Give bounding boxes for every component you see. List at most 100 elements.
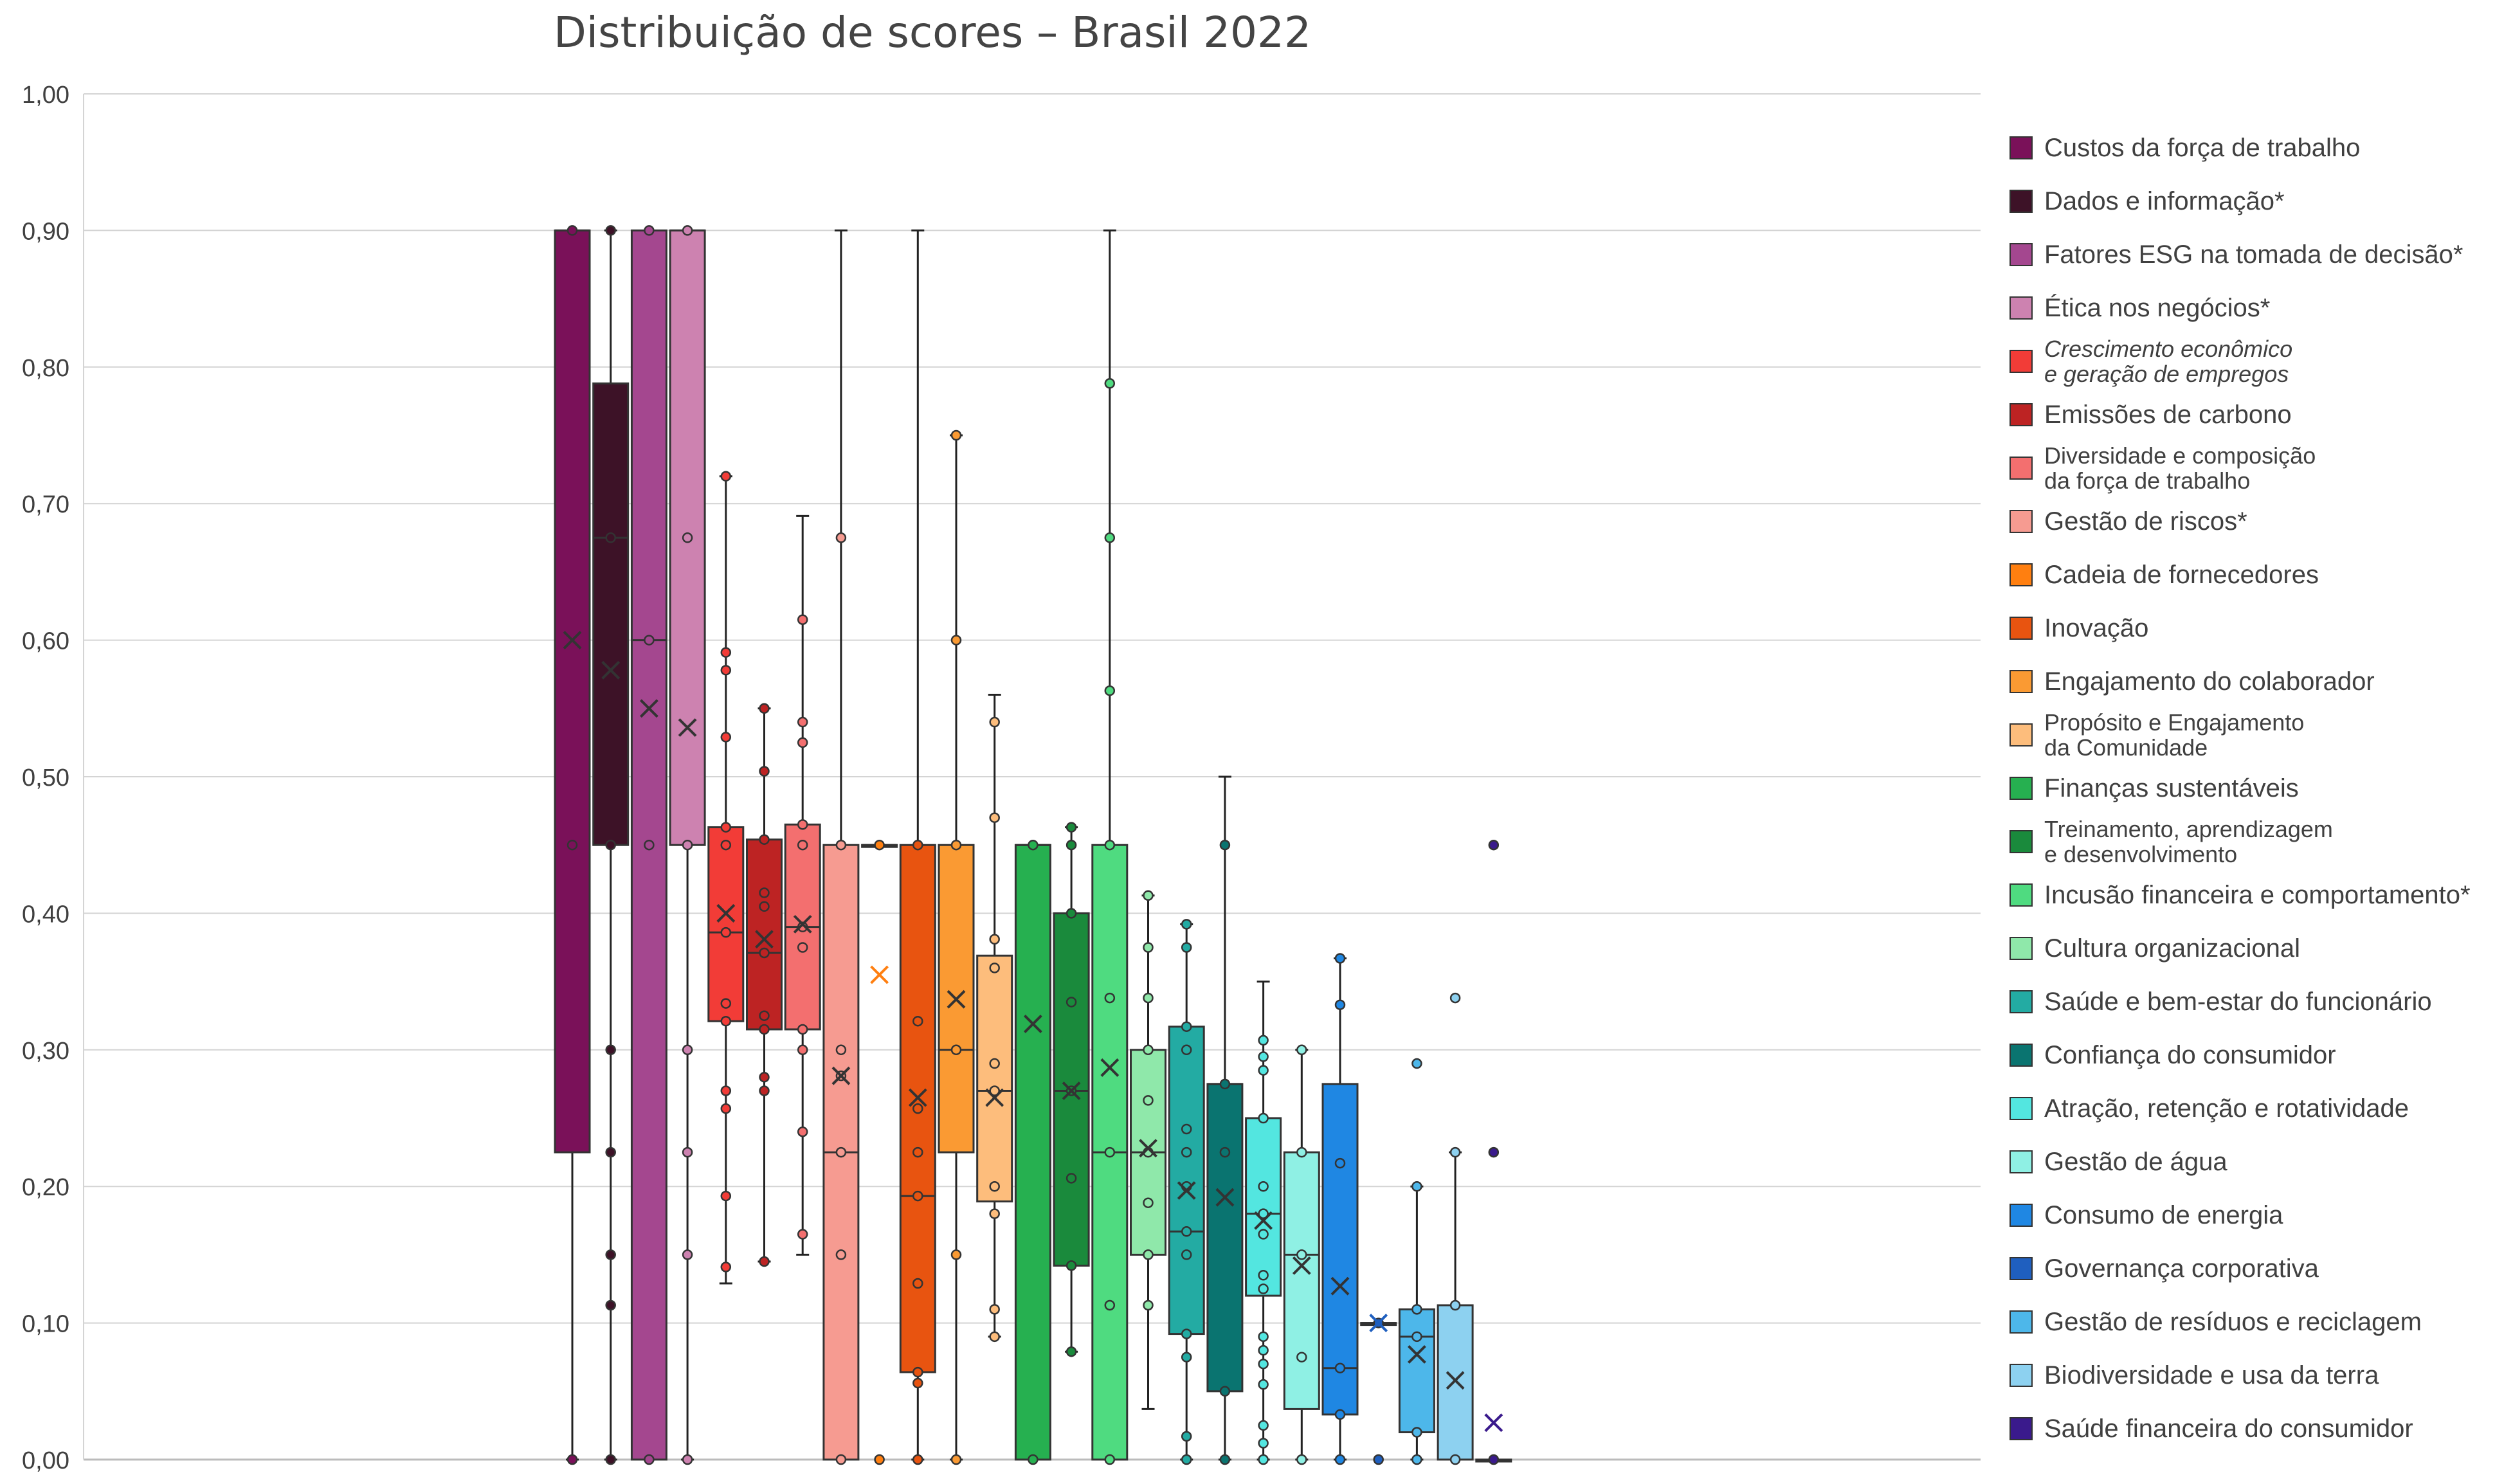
data-point	[950, 1249, 962, 1260]
data-point	[1104, 992, 1116, 1004]
data-point	[1066, 1260, 1077, 1271]
legend-label: Gestão de água	[2044, 1148, 2227, 1176]
data-point	[567, 839, 578, 851]
legend-swatch	[2010, 457, 2033, 480]
data-point	[1258, 1065, 1269, 1076]
box	[1245, 1117, 1282, 1297]
legend-item: Dados e informação*	[2010, 176, 2285, 227]
legend-swatch	[2010, 830, 2033, 853]
data-point	[950, 1044, 962, 1056]
data-point	[759, 901, 770, 912]
data-point	[759, 834, 770, 845]
data-point	[1181, 1044, 1192, 1056]
legend-swatch	[2010, 1150, 2033, 1173]
legend-label: Ética nos negócios*	[2044, 294, 2271, 322]
data-point	[912, 1366, 923, 1378]
mean-marker	[1100, 1058, 1120, 1077]
data-point	[1373, 1454, 1384, 1465]
box	[1321, 1083, 1359, 1416]
box	[1168, 1026, 1205, 1335]
legend-swatch	[2010, 510, 2033, 533]
legend-label: Diversidade e composição da força de tra…	[2044, 442, 2316, 494]
data-point	[1258, 1181, 1269, 1192]
y-axis-ticks: 0,00 0,10 0,20 0,30 0,40 0,50 0,60 0,70 0,80 0,90…	[22, 82, 69, 1474]
data-point	[605, 532, 616, 543]
data-point	[1104, 1454, 1116, 1465]
mean-marker	[793, 914, 812, 934]
y-tick-label: 0,90	[22, 218, 69, 245]
legend-item: Cadeia de fornecedores	[2010, 549, 2319, 601]
data-point	[720, 732, 732, 743]
box-group	[1321, 953, 1359, 1465]
data-point	[567, 1454, 578, 1465]
data-point	[912, 1146, 923, 1158]
data-point	[912, 1377, 923, 1389]
data-point	[605, 1299, 616, 1311]
data-point	[759, 1010, 770, 1021]
box-group	[746, 703, 783, 1267]
data-point	[682, 225, 693, 236]
data-point	[1181, 1431, 1192, 1442]
data-point	[720, 1262, 732, 1272]
data-point	[797, 1126, 808, 1137]
data-point	[1296, 1352, 1307, 1362]
data-point	[1066, 822, 1077, 833]
data-point	[1258, 1270, 1269, 1281]
legend-item: Crescimento econômico e geração de empre…	[2010, 336, 2292, 387]
data-point	[1104, 839, 1116, 851]
legend-label: Incusão financeira e comportamento*	[2044, 881, 2471, 909]
mean-marker	[1023, 1015, 1042, 1033]
data-point	[1258, 1359, 1269, 1370]
legend-item: Atração, retenção e rotatividade	[2010, 1083, 2409, 1134]
data-point	[912, 1015, 923, 1027]
data-point	[797, 819, 808, 830]
legend-item: Cultura organizacional	[2010, 923, 2300, 974]
data-point	[1258, 1438, 1269, 1449]
legend-swatch	[2010, 617, 2033, 640]
legend-item: Emissões de carbono	[2010, 389, 2292, 440]
data-point	[1258, 1035, 1269, 1046]
data-point	[1258, 1454, 1269, 1465]
data-point	[759, 1256, 770, 1267]
data-point	[1181, 1454, 1192, 1465]
box-group	[592, 225, 630, 1465]
data-point	[1449, 1146, 1461, 1158]
data-point	[989, 934, 1000, 945]
data-point	[1488, 1146, 1500, 1158]
data-point	[1258, 1420, 1269, 1431]
data-point	[1296, 1249, 1307, 1260]
data-point	[1143, 890, 1154, 901]
data-point	[1181, 1021, 1192, 1032]
mean-marker	[1139, 1139, 1157, 1158]
y-tick-label: 0,70	[22, 491, 69, 518]
data-point	[1411, 1427, 1422, 1438]
data-point	[1066, 839, 1077, 851]
mean-marker	[908, 1088, 927, 1107]
data-point	[605, 1044, 616, 1056]
legend-item: Gestão de riscos*	[2010, 496, 2247, 547]
data-point	[1104, 1146, 1116, 1158]
data-point	[644, 225, 655, 236]
data-point	[1258, 1379, 1269, 1390]
y-tick-label: 0,00	[22, 1447, 69, 1474]
box-group	[707, 471, 745, 1285]
box	[1014, 844, 1051, 1461]
data-point	[605, 1454, 616, 1465]
data-point	[605, 839, 616, 851]
data-point	[1334, 1362, 1346, 1373]
data-point	[720, 822, 732, 833]
chart-title: Distribuição de scores – Brasil 2022	[553, 8, 1312, 57]
data-point	[759, 1085, 770, 1096]
data-point	[797, 839, 808, 851]
data-point	[682, 1249, 693, 1260]
box	[1283, 1151, 1320, 1410]
data-point	[1028, 1454, 1039, 1465]
data-point	[989, 963, 1000, 973]
data-point	[1181, 1249, 1192, 1260]
data-point	[720, 839, 732, 851]
data-point	[1258, 1112, 1269, 1124]
data-point	[720, 1015, 732, 1027]
legend-swatch	[2010, 883, 2033, 907]
data-point	[874, 839, 885, 851]
